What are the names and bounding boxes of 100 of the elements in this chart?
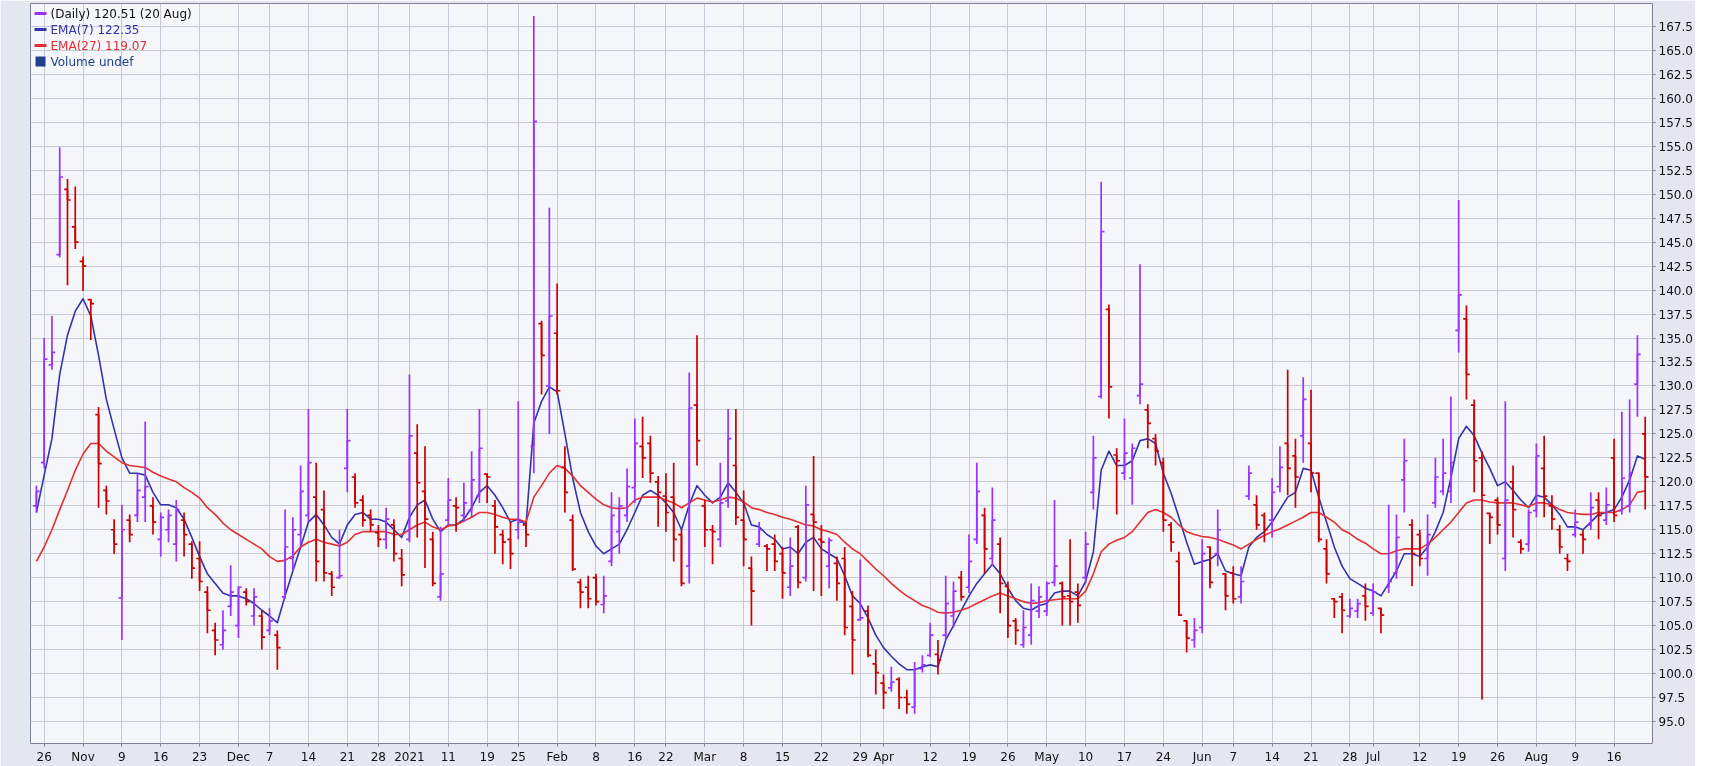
candlestick — [622, 467, 632, 523]
candlestick — [692, 334, 702, 467]
candlestick — [1376, 607, 1386, 635]
candlestick — [1198, 538, 1207, 635]
candlestick — [71, 185, 80, 250]
candlestick — [358, 494, 367, 528]
y-tick-label: 140.0 — [1658, 283, 1693, 298]
x-tick-label: 25 — [510, 749, 526, 764]
candlestick — [350, 472, 360, 509]
x-tick-label: Apr — [873, 749, 894, 764]
candlestick — [661, 472, 671, 533]
y-tick-label: 110.0 — [1658, 571, 1693, 586]
candlestick — [428, 530, 437, 588]
x-tick-label: 11 — [440, 749, 456, 764]
candlestick — [1431, 457, 1440, 509]
candlestick — [957, 570, 966, 602]
candlestick — [1454, 199, 1463, 354]
candlestick — [1182, 619, 1191, 654]
candlestick — [1641, 415, 1650, 511]
x-tick-label: 21 — [339, 749, 355, 764]
candlestick — [941, 574, 950, 641]
candlestick — [521, 521, 531, 548]
candlestick — [887, 665, 896, 693]
candlestick — [86, 297, 95, 341]
y-tick-label: 147.5 — [1658, 211, 1693, 226]
candlestick — [1143, 403, 1152, 450]
y-tick-label: 160.0 — [1658, 91, 1693, 106]
y-tick-label: 122.5 — [1658, 451, 1693, 466]
y-tick-label: 107.5 — [1658, 595, 1693, 610]
x-tick-label: 22 — [658, 749, 674, 764]
candlestick — [669, 461, 678, 563]
x-tick-label: Aug — [1524, 749, 1549, 764]
y-tick-label: 137.5 — [1658, 307, 1693, 322]
candlestick — [630, 417, 639, 504]
candlestick — [996, 536, 1005, 614]
y-tick-label: 130.0 — [1658, 379, 1693, 394]
candlestick — [560, 445, 570, 514]
candlestick — [1003, 580, 1013, 639]
y-tick-label: 152.5 — [1658, 163, 1693, 178]
x-tick-label: 12 — [922, 749, 938, 764]
candlestick — [1369, 582, 1378, 617]
legend-label: Volume undef — [50, 54, 135, 69]
candlestick — [1485, 511, 1494, 545]
x-tick-label: Dec — [226, 749, 251, 764]
candlestick — [894, 676, 904, 710]
candlestick — [926, 621, 935, 659]
candlestick — [141, 420, 150, 523]
x-tick-label: 26 — [36, 749, 52, 764]
candlestick — [40, 337, 49, 470]
x-tick-label: 28 — [1342, 749, 1358, 764]
y-tick-label: 157.5 — [1658, 115, 1693, 130]
x-tick-label: Mar — [693, 749, 717, 764]
x-tick-label: 9 — [1571, 749, 1580, 764]
x-tick-label: 29 — [852, 749, 868, 764]
x-tick-label: 7 — [1229, 749, 1238, 764]
candlestick — [1236, 565, 1246, 605]
candlestick — [615, 496, 624, 555]
candlestick — [654, 475, 663, 528]
candlestick — [451, 496, 461, 533]
y-tick-label: 95.0 — [1658, 714, 1686, 729]
candlestick — [1306, 388, 1316, 494]
candlestick — [498, 528, 507, 566]
candlestick — [599, 574, 608, 614]
y-tick-label: 117.5 — [1658, 499, 1693, 514]
candlestick — [793, 524, 803, 590]
candlestick — [591, 572, 601, 607]
candlestick — [1400, 437, 1409, 514]
candlestick — [389, 518, 399, 563]
x-tick-label: 8 — [592, 749, 600, 764]
y-tick-label: 125.0 — [1658, 427, 1693, 442]
candlestick — [420, 445, 430, 569]
candlestick — [1415, 528, 1424, 568]
candlestick — [1555, 524, 1564, 555]
candlestick — [55, 146, 64, 259]
y-tick-label: 132.5 — [1658, 355, 1693, 370]
y-tick-label: 142.5 — [1658, 259, 1693, 274]
candlestick — [1159, 457, 1168, 533]
candlestick — [382, 506, 391, 550]
x-tick-label: 21 — [1303, 749, 1319, 764]
y-tick-label: 97.5 — [1658, 690, 1686, 705]
candlestick — [964, 533, 974, 594]
candlestick — [1516, 538, 1525, 555]
candlestick — [459, 481, 468, 523]
y-tick-label: 100.0 — [1658, 667, 1693, 682]
candlestick — [972, 461, 981, 545]
candlestick — [1283, 368, 1292, 497]
candlestick — [1275, 445, 1285, 494]
candlestick — [514, 400, 523, 541]
candlestick — [117, 503, 127, 641]
x-tick-label: 14 — [1264, 749, 1280, 764]
candlestick — [1330, 597, 1339, 619]
candlestick — [273, 629, 282, 671]
candlestick — [863, 604, 873, 659]
candlestick — [1213, 508, 1222, 568]
candlestick — [1586, 491, 1595, 531]
legend-label: EMA(7) 122.35 — [50, 22, 140, 37]
legend-label: EMA(27) 119.07 — [50, 38, 148, 53]
x-tick-label: 28 — [370, 749, 387, 764]
x-tick-label: 2021 — [394, 749, 425, 764]
x-tick-label: 8 — [739, 749, 748, 764]
